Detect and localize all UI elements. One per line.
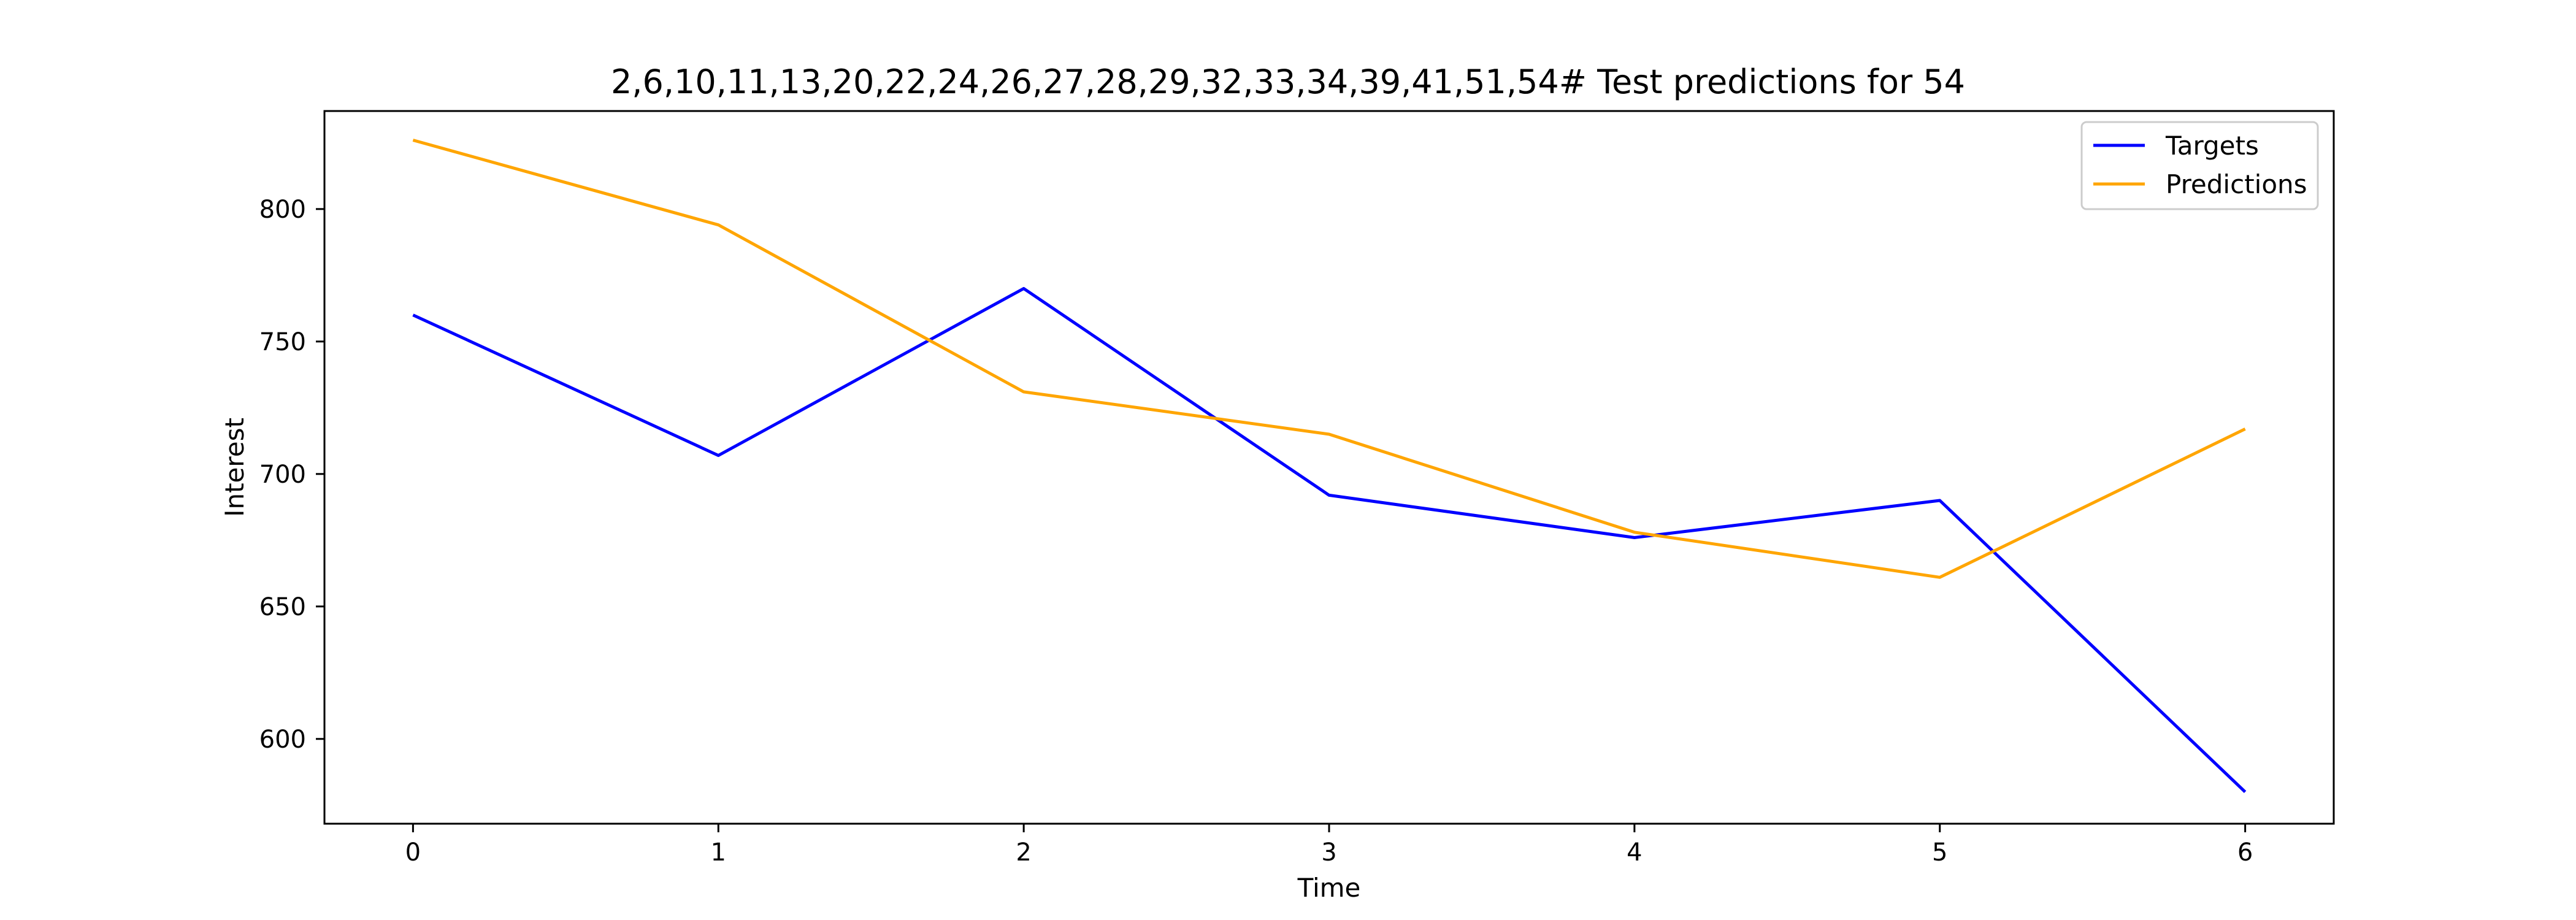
y-axis-ticks: 600 650 700 750 800 <box>259 196 324 754</box>
x-tick-label: 5 <box>1932 838 1947 867</box>
plot-frame <box>323 110 2335 825</box>
x-tick-label: 6 <box>2237 838 2253 867</box>
y-tick-label: 600 <box>259 726 306 754</box>
y-tick-label: 650 <box>259 593 306 621</box>
y-tick-label: 700 <box>259 461 306 489</box>
x-tick-label: 0 <box>405 838 421 867</box>
legend-label-targets: Targets <box>2165 131 2259 161</box>
legend: Targets Predictions <box>2080 121 2319 210</box>
y-axis-label: Interest <box>220 418 250 517</box>
legend-label-predictions: Predictions <box>2166 169 2307 199</box>
x-axis-ticks: 0 1 2 3 4 5 6 <box>405 824 2253 867</box>
x-tick-label: 4 <box>1627 838 1642 867</box>
x-tick-label: 1 <box>711 838 726 867</box>
series-line-predictions <box>412 139 2246 579</box>
series-layer <box>412 139 2247 794</box>
y-tick-label: 800 <box>259 196 306 224</box>
x-tick-label: 2 <box>1016 838 1031 867</box>
chart-title: 2,6,10,11,13,20,22,24,26,27,28,29,32,33,… <box>611 63 1965 101</box>
y-tick-label: 750 <box>259 328 306 356</box>
x-tick-label: 3 <box>1321 838 1336 867</box>
series-line-targets <box>412 286 2247 794</box>
x-axis-label: Time <box>1297 873 1361 903</box>
